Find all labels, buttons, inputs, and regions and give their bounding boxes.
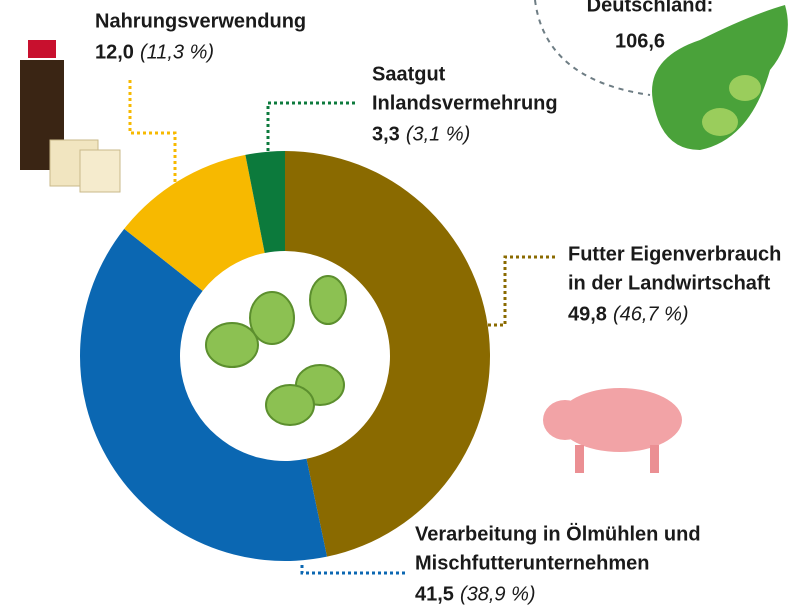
share-label: (3,1 %) (406, 123, 470, 145)
value-label: 49,8 (568, 303, 607, 325)
center-beans (206, 276, 346, 425)
value-label: 41,5 (415, 583, 454, 605)
total-title: Deutschland: (587, 0, 714, 16)
soybean-pod (652, 5, 788, 150)
share-label: (46,7 %) (613, 303, 689, 325)
slice-label: Mischfutterunternehmen (415, 552, 649, 574)
share-label: (38,9 %) (460, 583, 536, 605)
slice-label: Nahrungsverwendung (95, 10, 306, 32)
pig (543, 388, 682, 473)
donut-slice (285, 151, 490, 557)
slice-label: Saatgut (372, 63, 446, 85)
slice-label: Futter Eigenverbrauch (568, 243, 781, 265)
chart: Deutschland: 106,6 Futter Eigenverbrauch… (0, 0, 803, 610)
value-label: 3,3 (372, 123, 400, 145)
total-value: 106,6 (615, 30, 665, 52)
share-label: (11,3 %) (140, 41, 214, 63)
value-label: 12,0 (95, 41, 134, 63)
slice-label: Verarbeitung in Ölmühlen und (415, 522, 701, 545)
slice-label: Inlandsvermehrung (372, 92, 558, 114)
slice-label: in der Landwirtschaft (568, 272, 771, 294)
